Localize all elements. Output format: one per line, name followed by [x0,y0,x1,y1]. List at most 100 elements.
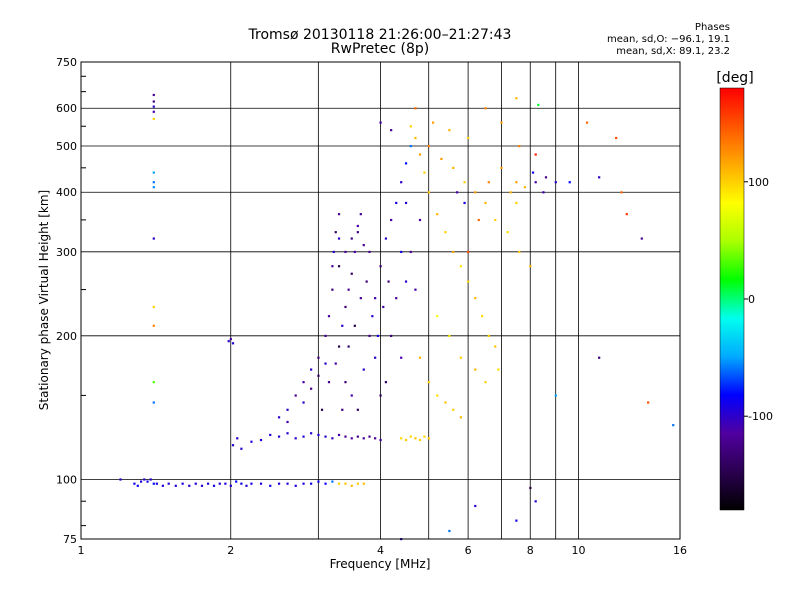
data-point [136,484,139,487]
phase-line-x: mean, sd,X: 89.1, 23.2 [616,46,730,57]
colorbar-tick-label: 0 [748,293,755,306]
data-point [362,244,365,247]
data-point [218,482,221,485]
data-point [277,482,281,485]
grid [81,62,680,539]
data-point [384,381,388,384]
data-point [368,435,371,438]
data-point [500,121,503,124]
data-point [374,356,377,359]
data-point [481,315,484,318]
data-point [395,297,398,300]
data-point [431,121,435,124]
data-point [302,482,305,485]
data-point [459,416,462,419]
data-point [459,265,462,268]
data-point [350,272,353,275]
y-tick-label: 100 [56,473,77,486]
data-point [554,181,557,184]
data-point [568,181,571,184]
colorbar-tick-label: 100 [748,176,769,189]
data-point [331,265,334,268]
data-point [152,181,155,184]
data-point [390,334,393,338]
data-point [436,394,439,397]
data-point [390,218,393,222]
data-point [379,438,382,442]
data-point [598,356,601,359]
data-point [474,191,477,194]
data-point [404,162,408,165]
data-point [350,437,353,440]
data-point [418,153,422,156]
data-point [133,482,136,485]
data-point [344,250,347,254]
data-point [427,191,430,194]
data-point [200,484,204,487]
data-point [382,305,385,309]
data-point [494,218,497,222]
x-tick-label: 6 [465,544,472,557]
data-point [286,432,289,435]
data-point [427,144,430,148]
data-point [418,218,422,222]
data-point [337,433,341,437]
data-point [317,356,320,359]
data-point [236,437,239,440]
data-point [347,288,350,291]
data-point [554,394,557,397]
phase-heading: Phases [694,22,730,33]
data-point [324,482,327,485]
y-tick-label: 300 [56,246,77,259]
data-point [467,280,470,283]
data-point [229,337,232,341]
data-point [152,171,155,174]
x-tick-label: 4 [377,544,384,557]
data-point [347,345,350,348]
data-point [143,478,146,481]
data-point [294,484,297,487]
data-point [640,237,643,240]
data-point [515,201,518,205]
data-point [534,153,537,156]
data-point [119,478,122,481]
data-point [459,356,462,359]
data-point [362,437,365,440]
data-point [484,381,487,384]
data-point [152,381,155,384]
data-point [414,107,417,110]
data-point [409,125,412,128]
data-point [409,250,412,254]
data-point [400,250,403,254]
data-point [414,288,417,291]
data-point [294,437,297,440]
data-point [139,480,143,483]
data-point [212,484,216,487]
x-tick-label: 2 [227,544,234,557]
data-point [161,484,164,487]
data-point [474,504,477,508]
data-point [167,482,170,485]
data-point [359,297,362,300]
y-tick-label: 200 [56,330,77,343]
data-point [404,438,408,442]
data-point [467,250,470,254]
data-point [384,237,388,240]
data-point [379,394,382,397]
data-point [537,103,540,107]
data-point [365,280,368,283]
data-point [368,250,371,254]
y-axis-label: Stationary phase Virtual Height [km] [37,190,51,410]
data-point [269,484,272,487]
data-point [647,401,650,404]
data-point [423,435,426,438]
colorbar-label: [deg] [716,70,753,86]
data-point [529,486,532,490]
data-point [356,408,359,411]
data-point [337,237,341,240]
data-point [356,231,359,234]
data-point [427,437,430,440]
data-point [418,356,422,359]
data-point [317,374,320,377]
data-point [350,484,353,487]
